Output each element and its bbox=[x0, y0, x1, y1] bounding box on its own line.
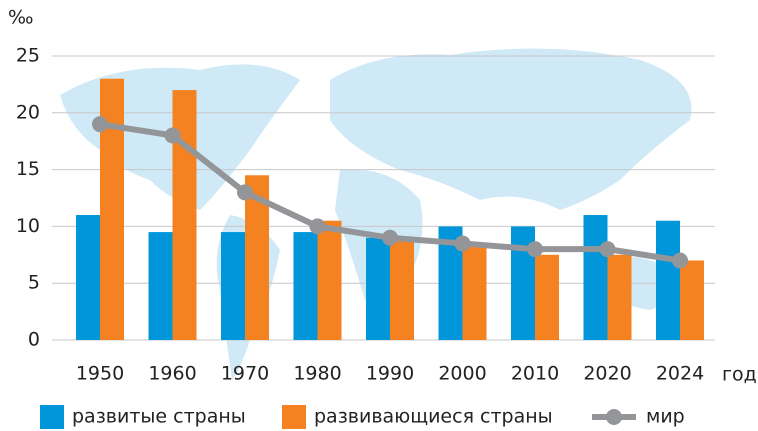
y-tick-label: 15 bbox=[16, 158, 40, 180]
bar bbox=[366, 237, 390, 340]
x-tick-label: 2020 bbox=[583, 363, 631, 385]
line-marker bbox=[599, 241, 616, 258]
line-marker bbox=[382, 229, 398, 246]
y-tick-label: 5 bbox=[28, 272, 40, 294]
bar bbox=[148, 232, 173, 340]
bar bbox=[535, 254, 559, 340]
line-marker bbox=[454, 235, 471, 252]
line-marker bbox=[237, 184, 253, 201]
x-tick-label: 2000 bbox=[438, 363, 486, 385]
legend-marker bbox=[606, 409, 622, 425]
legend-swatch bbox=[40, 405, 64, 429]
legend-label: развитые страны bbox=[72, 406, 246, 428]
bar bbox=[172, 90, 197, 340]
bar bbox=[293, 232, 318, 340]
x-tick-label: 1990 bbox=[366, 363, 414, 385]
legend-swatch bbox=[282, 405, 306, 429]
x-tick-label: 1950 bbox=[76, 363, 124, 385]
x-axis-label: год bbox=[722, 364, 757, 386]
y-tick-label: 10 bbox=[16, 215, 40, 237]
line-marker bbox=[309, 218, 326, 235]
bar bbox=[607, 254, 632, 340]
line-marker bbox=[164, 127, 181, 144]
y-tick-label: 20 bbox=[16, 101, 40, 123]
line-marker bbox=[527, 241, 543, 258]
legend-label: мир bbox=[646, 406, 685, 428]
x-tick-label: 1980 bbox=[293, 363, 341, 385]
x-tick-label: 2024 bbox=[656, 363, 704, 385]
legend-label: развивающиеся страны bbox=[314, 406, 553, 428]
x-tick-label: 1960 bbox=[148, 363, 196, 385]
y-tick-label: 25 bbox=[16, 45, 40, 67]
bar bbox=[680, 260, 704, 340]
x-tick-label: 1970 bbox=[221, 363, 269, 385]
line-marker bbox=[672, 252, 688, 269]
y-tick-label: 0 bbox=[28, 329, 40, 351]
bar bbox=[221, 232, 245, 340]
bar bbox=[317, 220, 342, 340]
bar bbox=[390, 237, 414, 340]
x-tick-label: 2010 bbox=[511, 363, 559, 385]
bar bbox=[656, 220, 680, 340]
y-axis-label: ‰ bbox=[8, 7, 34, 29]
bar bbox=[462, 243, 487, 340]
line-marker bbox=[92, 116, 108, 133]
bar bbox=[583, 215, 608, 340]
bar bbox=[76, 215, 100, 340]
